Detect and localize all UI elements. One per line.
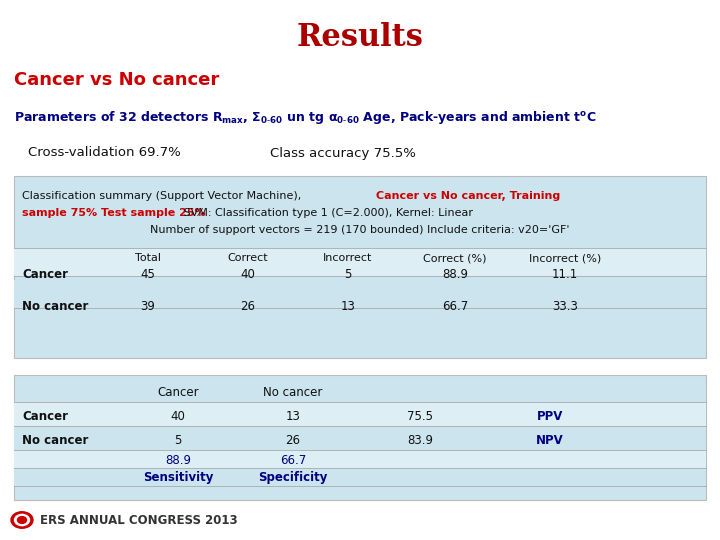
Text: Class accuracy 75.5%: Class accuracy 75.5% (270, 146, 416, 159)
Text: sample 75% Test sample 25%: sample 75% Test sample 25% (22, 208, 206, 218)
Text: NPV: NPV (536, 434, 564, 447)
Text: Results: Results (297, 23, 423, 53)
Text: 33.3: 33.3 (552, 300, 578, 314)
Text: 26: 26 (240, 300, 256, 314)
Text: 5: 5 (344, 268, 351, 281)
Text: Cancer vs No cancer, Training: Cancer vs No cancer, Training (376, 191, 560, 201)
FancyBboxPatch shape (14, 280, 706, 308)
Text: Sensitivity: Sensitivity (143, 471, 213, 484)
Text: ERS ANNUAL CONGRESS 2013: ERS ANNUAL CONGRESS 2013 (40, 514, 238, 526)
FancyBboxPatch shape (14, 426, 706, 450)
Text: Classification summary (Support Vector Machine),: Classification summary (Support Vector M… (22, 191, 305, 201)
Text: Incorrect (%): Incorrect (%) (529, 253, 601, 263)
Text: Incorrect: Incorrect (323, 253, 373, 263)
FancyBboxPatch shape (14, 450, 706, 468)
Text: Cancer: Cancer (157, 386, 199, 399)
FancyBboxPatch shape (14, 468, 706, 486)
Text: Cancer: Cancer (22, 409, 68, 422)
Circle shape (14, 515, 30, 525)
Text: 66.7: 66.7 (442, 300, 468, 314)
Text: 40: 40 (171, 409, 186, 422)
Text: 83.9: 83.9 (407, 434, 433, 447)
Text: 66.7: 66.7 (280, 454, 306, 467)
FancyBboxPatch shape (14, 375, 706, 500)
Text: Total: Total (135, 253, 161, 263)
FancyBboxPatch shape (14, 176, 706, 358)
Text: PPV: PPV (537, 409, 563, 422)
Text: No cancer: No cancer (22, 300, 89, 314)
Text: Correct (%): Correct (%) (423, 253, 487, 263)
Text: Cross-validation 69.7%: Cross-validation 69.7% (28, 146, 181, 159)
Text: No cancer: No cancer (22, 434, 89, 447)
Text: 40: 40 (240, 268, 256, 281)
Text: Cancer vs No cancer: Cancer vs No cancer (14, 71, 220, 89)
Text: 88.9: 88.9 (442, 268, 468, 281)
Text: 88.9: 88.9 (165, 454, 191, 467)
Text: 13: 13 (341, 300, 356, 314)
Text: Specificity: Specificity (258, 471, 328, 484)
Circle shape (11, 512, 33, 528)
Circle shape (17, 517, 27, 523)
Text: Parameters of 32 detectors R$_{\mathbf{max}}$, $\mathbf{\Sigma}_{\mathbf{0\text{: Parameters of 32 detectors R$_{\mathbf{m… (14, 110, 597, 126)
Text: Correct: Correct (228, 253, 269, 263)
Text: 26: 26 (286, 434, 300, 447)
Text: 11.1: 11.1 (552, 268, 578, 281)
Text: SVM: Classification type 1 (C=2.000), Kernel: Linear: SVM: Classification type 1 (C=2.000), Ke… (180, 208, 473, 218)
Text: 45: 45 (140, 268, 156, 281)
Text: Number of support vectors = 219 (170 bounded) Include criteria: v20='GF': Number of support vectors = 219 (170 bou… (150, 225, 570, 235)
Text: 5: 5 (174, 434, 181, 447)
Text: 75.5: 75.5 (407, 409, 433, 422)
Text: No cancer: No cancer (264, 386, 323, 399)
FancyBboxPatch shape (14, 402, 706, 426)
FancyBboxPatch shape (14, 248, 706, 276)
Text: 13: 13 (286, 409, 300, 422)
Text: 39: 39 (140, 300, 156, 314)
Text: Cancer: Cancer (22, 268, 68, 281)
